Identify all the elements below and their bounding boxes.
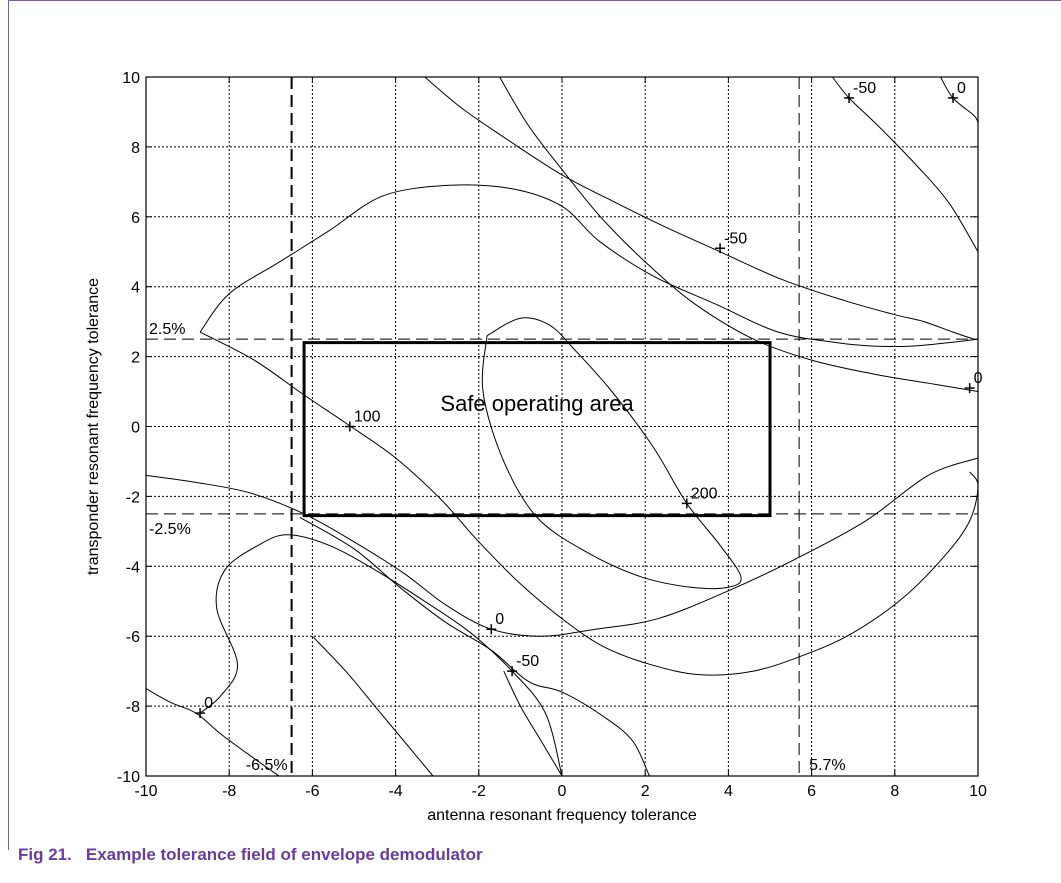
figure-title: Example tolerance field of envelope demo… — [85, 845, 483, 864]
limit-line-label: 2.5% — [149, 321, 185, 338]
x-tick-label: -10 — [134, 783, 157, 800]
contour-label: -50 — [853, 80, 876, 97]
x-tick-label: 6 — [807, 783, 816, 800]
contour-line — [424, 76, 974, 340]
page-frame-top — [8, 0, 1061, 1]
x-tick-label: 10 — [969, 783, 987, 800]
contour-label: 0 — [204, 695, 213, 712]
limit-line-label: -2.5% — [149, 521, 191, 538]
contour-line — [940, 76, 979, 123]
limit-line-label: -6.5% — [246, 757, 288, 774]
contour-label: 0 — [957, 80, 966, 97]
y-axis-label: transponder resonant frequency tolerance — [85, 278, 102, 575]
x-axis-label: antenna resonant frequency tolerance — [427, 807, 697, 824]
contour-line — [312, 635, 434, 777]
x-tick-label: -8 — [222, 783, 236, 800]
y-tick-label: -2 — [126, 489, 140, 506]
contour-label: 0 — [495, 611, 504, 628]
x-tick-label: -6 — [305, 783, 319, 800]
contour-line — [832, 76, 979, 253]
contour-line — [199, 331, 979, 676]
contour-line — [145, 688, 280, 777]
y-tick-label: 8 — [131, 140, 140, 157]
contour-label: -50 — [516, 653, 539, 670]
contour-label: 200 — [691, 485, 718, 502]
safe-operating-area-label: Safe operating area — [440, 391, 634, 416]
x-tick-label: -4 — [388, 783, 402, 800]
contour-line — [481, 317, 742, 590]
x-tick-label: -2 — [472, 783, 486, 800]
safe-operating-area-box — [302, 341, 772, 518]
limit-lines: 2.5% -2.5% -6.5% 5.7% — [146, 77, 978, 776]
contour-line — [299, 516, 650, 777]
y-tick-label: 10 — [122, 70, 140, 87]
contour-line — [499, 76, 979, 392]
contour-label: 100 — [354, 409, 381, 426]
x-tick-label: 8 — [890, 783, 899, 800]
y-tick-label: -4 — [126, 559, 140, 576]
x-tick-label: 2 — [641, 783, 650, 800]
axis-ticks: -10 -8 -6 -4 -2 0 2 4 6 8 10 -10 -8 -6 -4 -2 0 2 4 6 8 10 — [117, 70, 987, 800]
y-tick-label: -8 — [126, 699, 140, 716]
grid — [146, 77, 978, 776]
x-tick-label: 0 — [558, 783, 567, 800]
contour-line — [503, 670, 563, 777]
y-tick-label: 4 — [131, 280, 140, 297]
y-tick-label: 0 — [131, 420, 140, 437]
contour-line — [145, 457, 979, 637]
y-tick-label: 6 — [131, 210, 140, 227]
contour-label: -50 — [724, 230, 747, 247]
page-frame-left — [8, 0, 9, 850]
y-tick-label: 2 — [131, 350, 140, 367]
axes-frame — [145, 76, 979, 777]
contour-line — [199, 184, 979, 348]
y-tick-label: -6 — [126, 629, 140, 646]
x-tick-label: 4 — [724, 783, 733, 800]
figure-number: Fig 21. — [18, 845, 72, 864]
figure-caption: Fig 21. Example tolerance field of envelo… — [18, 845, 497, 865]
limit-line-label: 5.7% — [809, 757, 845, 774]
y-tick-label: -10 — [117, 769, 140, 786]
